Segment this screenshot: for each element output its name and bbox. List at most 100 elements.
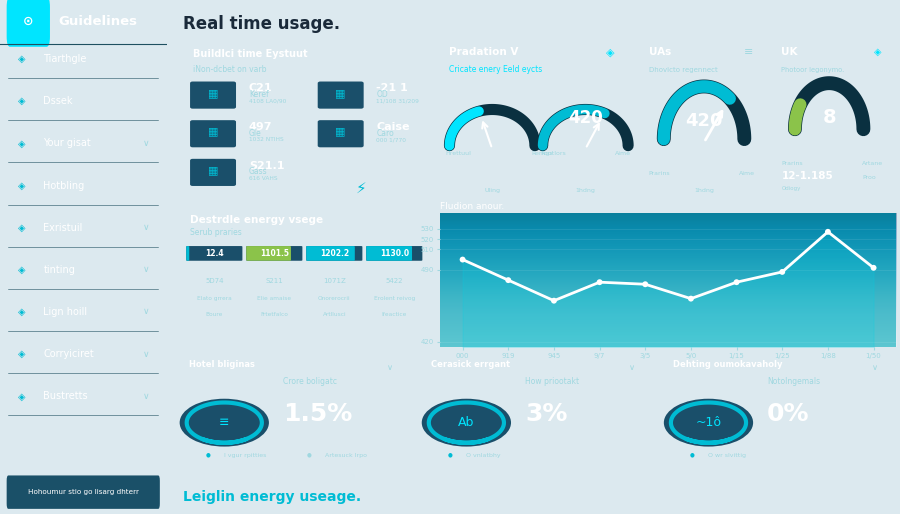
Text: Keref: Keref (248, 90, 268, 99)
Text: Elie amaise: Elie amaise (257, 296, 292, 301)
Text: ∨: ∨ (143, 350, 149, 359)
Circle shape (664, 399, 753, 447)
Text: ◈: ◈ (18, 180, 25, 191)
Text: 497: 497 (248, 122, 273, 132)
Text: 1.5%: 1.5% (283, 402, 352, 426)
Text: Frtetfalco: Frtetfalco (260, 312, 288, 317)
FancyBboxPatch shape (318, 82, 364, 108)
Text: S21.1: S21.1 (248, 161, 284, 171)
Text: C21: C21 (248, 83, 273, 94)
Text: 1032 NTIHS: 1032 NTIHS (248, 137, 284, 142)
Text: Gle: Gle (248, 128, 262, 138)
Text: -21 1: -21 1 (376, 83, 409, 94)
Text: Destrdle energy vsege: Destrdle energy vsege (190, 215, 323, 225)
Text: 616 VAHS: 616 VAHS (248, 176, 277, 181)
Text: ∨: ∨ (143, 307, 149, 317)
Text: 1hdng: 1hdng (694, 188, 714, 193)
Point (501, 276, 516, 284)
Text: 0%: 0% (767, 402, 810, 426)
Text: S211: S211 (266, 279, 284, 284)
Text: ●: ● (205, 453, 211, 458)
Text: ∨: ∨ (143, 265, 149, 274)
Point (546, 297, 561, 305)
Text: 420: 420 (568, 108, 603, 126)
Text: UAs: UAs (649, 47, 670, 57)
Text: Proo: Proo (862, 175, 876, 179)
Text: ~1ô: ~1ô (696, 416, 722, 429)
Text: ◈: ◈ (18, 54, 25, 64)
FancyBboxPatch shape (6, 0, 50, 47)
FancyBboxPatch shape (6, 475, 160, 509)
Text: ⚡: ⚡ (356, 181, 366, 196)
Text: Dhovicto regennect: Dhovicto regennect (649, 67, 717, 72)
Point (821, 228, 835, 236)
Point (729, 278, 743, 286)
Text: Caise: Caise (376, 122, 410, 132)
Text: ∨: ∨ (143, 139, 149, 148)
FancyBboxPatch shape (190, 120, 236, 148)
Text: ≡: ≡ (743, 47, 752, 57)
Text: 12-1.185: 12-1.185 (781, 171, 833, 180)
Text: 1202.2: 1202.2 (320, 249, 349, 258)
FancyBboxPatch shape (247, 246, 291, 261)
Text: ▦: ▦ (208, 126, 219, 137)
Text: Cricate enery Eeld eycts: Cricate enery Eeld eycts (449, 65, 543, 74)
Text: 1130.0: 1130.0 (380, 249, 409, 258)
Text: ⊙: ⊙ (23, 15, 33, 28)
FancyBboxPatch shape (247, 246, 302, 261)
Text: Ab: Ab (458, 416, 474, 429)
Text: Artesuck lrpo: Artesuck lrpo (325, 453, 367, 458)
Point (455, 255, 470, 264)
Text: Uling: Uling (484, 188, 500, 193)
Text: OD: OD (376, 90, 388, 99)
Text: Hotbling: Hotbling (43, 180, 85, 191)
Text: 4108 LA0/90: 4108 LA0/90 (248, 99, 286, 104)
Text: O wr slvittig: O wr slvittig (708, 453, 746, 458)
Text: Ifeactice: Ifeactice (382, 312, 407, 317)
Text: 5D74: 5D74 (205, 279, 223, 284)
Text: l vgur rpitties: l vgur rpitties (224, 453, 266, 458)
Text: Erolent reivog: Erolent reivog (374, 296, 415, 301)
Text: Prarins: Prarins (649, 171, 670, 176)
Text: Prarins: Prarins (781, 161, 803, 167)
Text: 420: 420 (685, 112, 723, 130)
Text: Leiglin energy useage.: Leiglin energy useage. (183, 490, 361, 504)
Text: ▦: ▦ (208, 166, 219, 175)
Text: ≡: ≡ (219, 416, 230, 429)
Text: Gass: Gass (248, 167, 267, 176)
Text: 3%: 3% (525, 402, 568, 426)
Text: Aime: Aime (615, 152, 631, 156)
Text: Corryiciret: Corryiciret (43, 349, 94, 359)
Text: ◈: ◈ (18, 96, 25, 106)
Text: Your gisat: Your gisat (43, 138, 91, 149)
Point (867, 264, 881, 272)
Text: ∨: ∨ (387, 363, 393, 372)
Text: 000 1/770: 000 1/770 (376, 137, 407, 142)
Text: Real time usage.: Real time usage. (183, 14, 340, 32)
Text: ◈: ◈ (18, 223, 25, 233)
Text: Hrettuul: Hrettuul (446, 152, 472, 156)
Text: 12.4: 12.4 (205, 249, 223, 258)
Text: ◈: ◈ (607, 47, 615, 57)
Text: Bustretts: Bustretts (43, 391, 88, 401)
Text: Exristuil: Exristuil (43, 223, 83, 233)
Point (638, 280, 652, 288)
Text: 1101.5: 1101.5 (260, 249, 289, 258)
Text: ●: ● (689, 453, 695, 458)
Point (775, 268, 789, 276)
Text: Aime: Aime (739, 171, 755, 176)
FancyBboxPatch shape (366, 246, 412, 261)
Text: Odiogy: Odiogy (781, 186, 801, 191)
Text: ∨: ∨ (629, 363, 635, 372)
Text: Caro: Caro (376, 128, 394, 138)
Text: Guidelines: Guidelines (58, 15, 138, 28)
Text: ●: ● (307, 453, 311, 458)
Text: 1071Z: 1071Z (323, 279, 346, 284)
Text: UK: UK (781, 47, 798, 57)
Text: Photoor legonymo.: Photoor legonymo. (781, 67, 845, 72)
Text: ◈: ◈ (18, 265, 25, 275)
Text: Dssek: Dssek (43, 96, 73, 106)
Text: Onorerocrii: Onorerocrii (318, 296, 351, 301)
Text: 11/108 31/209: 11/108 31/209 (376, 99, 419, 104)
Text: Notolngemals: Notolngemals (767, 377, 820, 386)
